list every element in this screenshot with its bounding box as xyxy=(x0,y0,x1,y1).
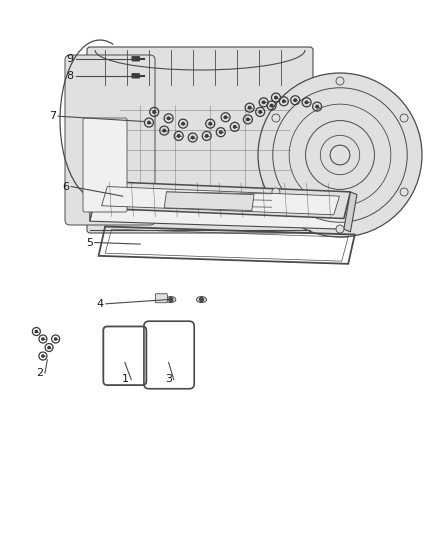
Circle shape xyxy=(258,73,422,237)
Circle shape xyxy=(248,107,251,109)
Polygon shape xyxy=(164,192,254,211)
Circle shape xyxy=(35,330,38,333)
Circle shape xyxy=(209,123,212,125)
Circle shape xyxy=(153,111,155,113)
FancyBboxPatch shape xyxy=(132,73,140,78)
Circle shape xyxy=(54,338,57,340)
Circle shape xyxy=(148,122,150,124)
Circle shape xyxy=(224,116,227,118)
Text: 4: 4 xyxy=(97,299,104,309)
Circle shape xyxy=(191,136,194,139)
Polygon shape xyxy=(258,70,310,220)
Text: 3: 3 xyxy=(165,375,172,384)
Text: 9: 9 xyxy=(67,54,74,63)
Circle shape xyxy=(283,100,285,102)
Circle shape xyxy=(167,117,170,119)
Circle shape xyxy=(305,101,308,103)
Polygon shape xyxy=(90,181,96,221)
Circle shape xyxy=(316,106,318,108)
Circle shape xyxy=(199,297,204,302)
Circle shape xyxy=(270,104,273,107)
Text: 7: 7 xyxy=(49,111,56,121)
Text: 1: 1 xyxy=(122,375,129,384)
FancyBboxPatch shape xyxy=(155,294,167,303)
Circle shape xyxy=(272,114,280,122)
Text: 6: 6 xyxy=(62,182,69,191)
Ellipse shape xyxy=(197,296,206,303)
Text: 2: 2 xyxy=(36,368,43,378)
Ellipse shape xyxy=(166,296,176,303)
FancyBboxPatch shape xyxy=(83,118,127,212)
Circle shape xyxy=(48,346,50,349)
Circle shape xyxy=(42,338,44,340)
Circle shape xyxy=(219,131,222,133)
Circle shape xyxy=(336,77,344,85)
Circle shape xyxy=(400,188,408,196)
Circle shape xyxy=(233,126,236,128)
Circle shape xyxy=(247,118,249,120)
Circle shape xyxy=(177,135,180,137)
Circle shape xyxy=(400,114,408,122)
Circle shape xyxy=(272,188,280,196)
Polygon shape xyxy=(90,181,350,219)
FancyBboxPatch shape xyxy=(65,55,155,225)
FancyBboxPatch shape xyxy=(132,56,140,61)
FancyBboxPatch shape xyxy=(87,47,313,233)
Polygon shape xyxy=(344,192,357,232)
Circle shape xyxy=(163,130,166,132)
Text: 5: 5 xyxy=(86,238,93,247)
Polygon shape xyxy=(102,187,339,215)
Circle shape xyxy=(262,101,265,103)
Circle shape xyxy=(182,123,184,125)
Circle shape xyxy=(42,355,44,357)
Circle shape xyxy=(294,99,297,101)
Circle shape xyxy=(330,145,350,165)
Text: 8: 8 xyxy=(67,71,74,80)
Circle shape xyxy=(330,145,350,165)
Polygon shape xyxy=(90,195,350,229)
Circle shape xyxy=(275,96,277,99)
Circle shape xyxy=(259,111,261,113)
Circle shape xyxy=(205,135,208,137)
Circle shape xyxy=(169,297,173,302)
Circle shape xyxy=(336,225,344,233)
